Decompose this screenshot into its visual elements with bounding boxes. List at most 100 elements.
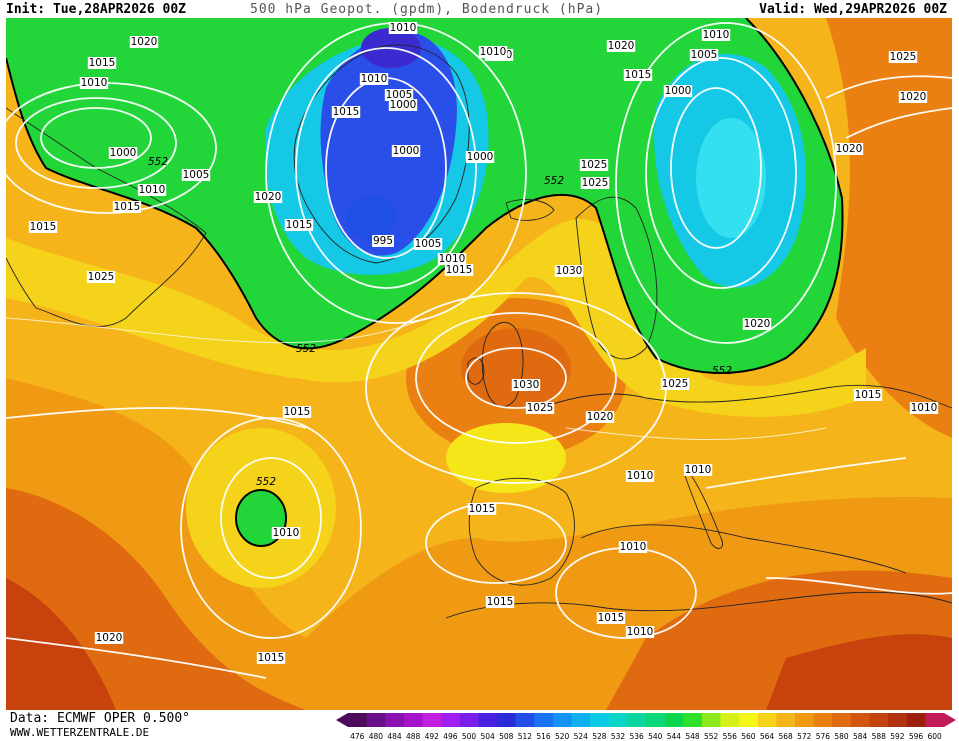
field-red-se: [766, 634, 952, 710]
colorbar-swatch: [664, 713, 684, 727]
svg-text:1005: 1005: [415, 238, 442, 250]
isobar-label: 1030: [554, 265, 584, 277]
colorbar-tick-label: 552: [704, 732, 719, 741]
svg-text:1015: 1015: [333, 106, 360, 118]
isobar-label: 1015: [87, 57, 117, 69]
svg-text:1020: 1020: [836, 143, 863, 155]
field-greenland-blue: [320, 32, 457, 256]
isobar-label: 1000: [388, 99, 418, 111]
isobar-label: 1010: [137, 184, 167, 196]
weather-map: 1010101010201015101010005521005101010151…: [6, 18, 952, 710]
colorbar-tick-label: 504: [481, 732, 496, 741]
isobar-label: 1015: [485, 596, 515, 608]
colorbar-tick-label: 560: [741, 732, 756, 741]
isobar-label: 1010: [618, 541, 648, 553]
coast-canada: [6, 107, 207, 327]
svg-text:1020: 1020: [608, 40, 635, 52]
colorbar-tick-label: 584: [853, 732, 868, 741]
isobar-label: 1015: [467, 503, 497, 515]
svg-text:1005: 1005: [183, 169, 210, 181]
colorbar-tick-label: 532: [611, 732, 626, 741]
website-label: WWW.WETTERZENTRALE.DE: [10, 726, 150, 739]
isobar-label: 1010: [478, 46, 508, 58]
coast-ireland: [467, 357, 485, 385]
chart-title: 500 hPa Geopot. (gpdm), Bodendruck (hPa): [250, 2, 604, 17]
isobar-label: 1025: [580, 177, 610, 189]
coast-europe: [525, 384, 952, 414]
colorbar-swatch: [422, 713, 442, 727]
isobar-label: 1015: [623, 69, 653, 81]
colorbar-tick-label: 496: [443, 732, 458, 741]
svg-text:1025: 1025: [662, 378, 689, 390]
coast-uk: [481, 321, 524, 408]
isobar-label: 1015: [596, 612, 626, 624]
svg-text:1015: 1015: [598, 612, 625, 624]
isobar-label: 1010: [79, 77, 109, 89]
coast-africa: [445, 591, 952, 619]
colorbar-swatch: [701, 713, 721, 727]
svg-text:1000: 1000: [390, 99, 417, 111]
isobar-label: 1025: [525, 402, 555, 414]
field-scand-core: [696, 118, 766, 238]
svg-text:1000: 1000: [665, 85, 692, 97]
svg-text:1025: 1025: [582, 177, 609, 189]
svg-text:1015: 1015: [30, 221, 57, 233]
svg-text:1015: 1015: [258, 652, 285, 664]
field-red-sw: [6, 578, 116, 710]
colorbar-swatch: [590, 713, 610, 727]
svg-text:1015: 1015: [446, 264, 473, 276]
svg-text:552: 552: [712, 365, 732, 377]
svg-text:1015: 1015: [487, 596, 514, 608]
colorbar-tick-label: 492: [425, 732, 440, 741]
svg-text:1020: 1020: [744, 318, 771, 330]
isobar-label: 1020: [585, 411, 615, 423]
data-source: Data: ECMWF OPER 0.500°: [10, 711, 191, 726]
field-spain-yellow: [446, 423, 566, 493]
svg-text:1010: 1010: [390, 22, 417, 34]
colorbar-tick-label: 508: [499, 732, 514, 741]
isobar-label: 1010: [625, 470, 655, 482]
colorbar-swatch: [776, 713, 796, 727]
colorbar-tick-label: 592: [890, 732, 905, 741]
svg-text:1010: 1010: [685, 464, 712, 476]
svg-text:1010: 1010: [627, 470, 654, 482]
svg-text:1030: 1030: [556, 265, 583, 277]
svg-text:1010: 1010: [361, 73, 388, 85]
colorbar-tick-label: 564: [760, 732, 775, 741]
colorbar-tick-label: 484: [387, 732, 402, 741]
colorbar-tick-label: 516: [536, 732, 551, 741]
svg-text:1010: 1010: [620, 541, 647, 553]
isobar-label: 1005: [413, 238, 443, 250]
colorbar-arrow-left: [336, 713, 348, 727]
svg-text:995: 995: [373, 235, 393, 247]
isobar-label: 552: [148, 156, 168, 168]
svg-text:1000: 1000: [110, 147, 137, 159]
svg-text:1025: 1025: [890, 51, 917, 63]
header-bar: Init: Tue,28APR2026 00Z 500 hPa Geopot. …: [0, 0, 959, 20]
isobar-label: 1025: [579, 159, 609, 171]
isobar-label: 1020: [898, 91, 928, 103]
svg-text:1010: 1010: [273, 527, 300, 539]
isobar-label: 1000: [465, 151, 495, 163]
isobar-label: 1005: [689, 49, 719, 61]
isobar-label: 552: [256, 476, 276, 488]
isobar-label: 1015: [444, 264, 474, 276]
colorbar-tick-label: 528: [592, 732, 607, 741]
svg-text:1020: 1020: [255, 191, 282, 203]
isobar-label: 1010: [437, 253, 467, 265]
isobar-label: 995: [372, 235, 394, 247]
colorbar-tick-label: 600: [928, 732, 943, 741]
colorbar-tick-label: 544: [667, 732, 682, 741]
colorbar-swatch: [850, 713, 870, 727]
isobar-label: 1010: [683, 464, 713, 476]
svg-text:1005: 1005: [386, 89, 413, 101]
svg-text:1000: 1000: [467, 151, 494, 163]
colorbar-swatch: [906, 713, 926, 727]
colorbar-tick-label: 536: [630, 732, 645, 741]
colorbar-swatch: [497, 713, 516, 727]
isobar-label: 1010: [701, 29, 731, 41]
coast-scandinavia: [575, 196, 658, 360]
svg-text:1015: 1015: [89, 57, 116, 69]
colorbar: 476 480 484 488 492 496 500 504 508 512 516 520 524 5…: [336, 713, 956, 741]
field-uk-ridge-core: [461, 328, 571, 408]
